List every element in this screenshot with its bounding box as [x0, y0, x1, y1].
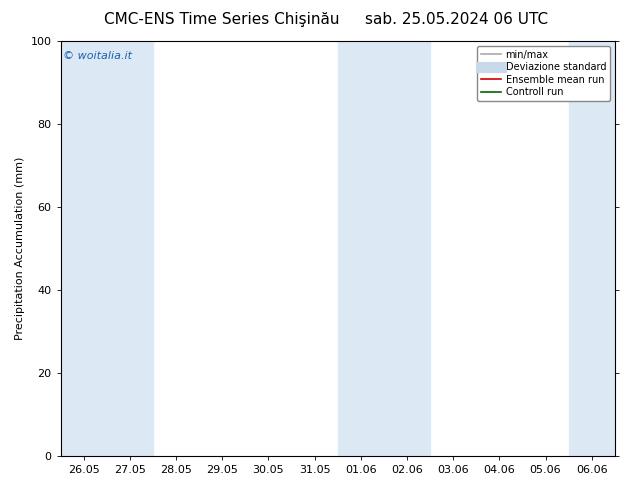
Text: sab. 25.05.2024 06 UTC: sab. 25.05.2024 06 UTC — [365, 12, 548, 27]
Bar — [338, 41, 430, 456]
Legend: min/max, Deviazione standard, Ensemble mean run, Controll run: min/max, Deviazione standard, Ensemble m… — [477, 46, 610, 101]
Bar — [61, 41, 153, 456]
Text: © woitalia.it: © woitalia.it — [63, 51, 133, 61]
Bar — [569, 41, 615, 456]
Y-axis label: Precipitation Accumulation (mm): Precipitation Accumulation (mm) — [15, 157, 25, 340]
Text: CMC-ENS Time Series Chişinău: CMC-ENS Time Series Chişinău — [104, 12, 340, 27]
